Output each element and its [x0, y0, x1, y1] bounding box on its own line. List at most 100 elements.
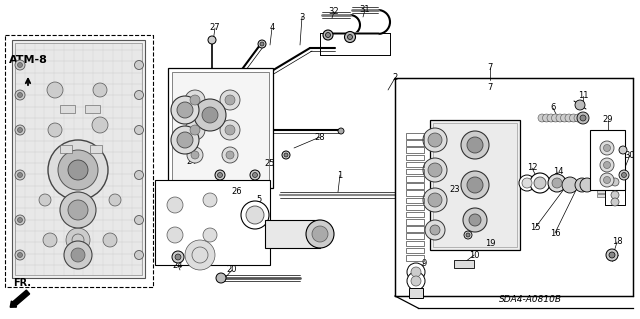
Circle shape: [15, 90, 25, 100]
Text: 19: 19: [484, 239, 495, 248]
Text: 15: 15: [530, 224, 540, 233]
Circle shape: [556, 114, 564, 122]
Bar: [85, 105, 100, 113]
Circle shape: [171, 96, 199, 124]
Circle shape: [171, 126, 199, 154]
Circle shape: [15, 250, 25, 260]
Text: ATM-8: ATM-8: [8, 55, 47, 65]
Circle shape: [72, 234, 84, 246]
Bar: [406, 154, 424, 160]
Bar: [406, 133, 424, 138]
Circle shape: [423, 158, 447, 182]
Circle shape: [530, 173, 550, 193]
Text: 6: 6: [550, 103, 556, 113]
Bar: [90, 145, 102, 153]
Circle shape: [225, 125, 235, 135]
Circle shape: [220, 120, 240, 140]
Circle shape: [604, 145, 611, 152]
Circle shape: [192, 247, 208, 263]
Circle shape: [548, 174, 566, 192]
Circle shape: [71, 248, 85, 262]
Circle shape: [134, 250, 143, 259]
Circle shape: [312, 226, 328, 242]
Circle shape: [562, 177, 578, 193]
Text: 27: 27: [210, 24, 220, 33]
Circle shape: [538, 114, 546, 122]
Text: 21: 21: [287, 220, 297, 229]
Circle shape: [407, 272, 425, 290]
Circle shape: [17, 218, 22, 222]
Circle shape: [621, 173, 627, 177]
Circle shape: [64, 241, 92, 269]
Circle shape: [609, 252, 615, 258]
Circle shape: [284, 153, 288, 157]
Bar: [597, 186, 607, 189]
Circle shape: [467, 137, 483, 153]
Text: 29: 29: [603, 115, 613, 124]
Circle shape: [463, 208, 487, 232]
Circle shape: [423, 188, 447, 212]
Circle shape: [522, 178, 532, 188]
Circle shape: [604, 176, 611, 183]
Bar: [155, 180, 270, 265]
Text: SDA4-A0810B: SDA4-A0810B: [499, 295, 561, 305]
Bar: [409, 288, 423, 298]
Circle shape: [222, 147, 238, 163]
Circle shape: [344, 32, 355, 42]
Circle shape: [547, 114, 555, 122]
Circle shape: [202, 107, 218, 123]
Circle shape: [203, 193, 217, 207]
Circle shape: [134, 170, 143, 180]
Text: 2: 2: [392, 73, 397, 83]
Circle shape: [17, 93, 22, 98]
Circle shape: [552, 114, 559, 122]
Circle shape: [194, 99, 226, 131]
Circle shape: [167, 197, 183, 213]
Circle shape: [134, 61, 143, 70]
Text: 24: 24: [173, 261, 183, 270]
Circle shape: [561, 114, 568, 122]
Circle shape: [543, 114, 550, 122]
Circle shape: [619, 146, 627, 154]
Circle shape: [17, 63, 22, 68]
Circle shape: [464, 231, 472, 239]
Bar: [597, 194, 607, 197]
Circle shape: [306, 220, 334, 248]
Bar: [597, 178, 607, 181]
Text: 28: 28: [315, 132, 325, 142]
Bar: [406, 219, 424, 225]
Bar: [265, 220, 320, 248]
Bar: [172, 72, 269, 184]
Circle shape: [611, 191, 619, 199]
Circle shape: [411, 276, 421, 286]
Circle shape: [574, 114, 582, 122]
Bar: [590, 130, 625, 190]
Circle shape: [519, 175, 535, 191]
Circle shape: [15, 60, 25, 70]
Circle shape: [552, 178, 562, 188]
Circle shape: [467, 177, 483, 193]
Bar: [406, 147, 424, 153]
Text: 1: 1: [337, 170, 342, 180]
Circle shape: [93, 83, 107, 97]
Bar: [168, 68, 273, 188]
Circle shape: [428, 193, 442, 207]
Circle shape: [577, 112, 589, 124]
Circle shape: [461, 171, 489, 199]
Circle shape: [407, 263, 425, 281]
Circle shape: [570, 114, 577, 122]
Circle shape: [92, 117, 108, 133]
Text: FR.: FR.: [13, 278, 31, 288]
Circle shape: [109, 194, 121, 206]
Circle shape: [469, 214, 481, 226]
Text: 11: 11: [578, 92, 588, 100]
Bar: [12, 40, 145, 278]
Circle shape: [258, 40, 266, 48]
Circle shape: [430, 225, 440, 235]
Circle shape: [175, 254, 181, 260]
Text: 10: 10: [468, 250, 479, 259]
Circle shape: [68, 200, 88, 220]
Circle shape: [66, 228, 90, 252]
Bar: [433, 123, 517, 247]
Text: 16: 16: [550, 228, 560, 238]
